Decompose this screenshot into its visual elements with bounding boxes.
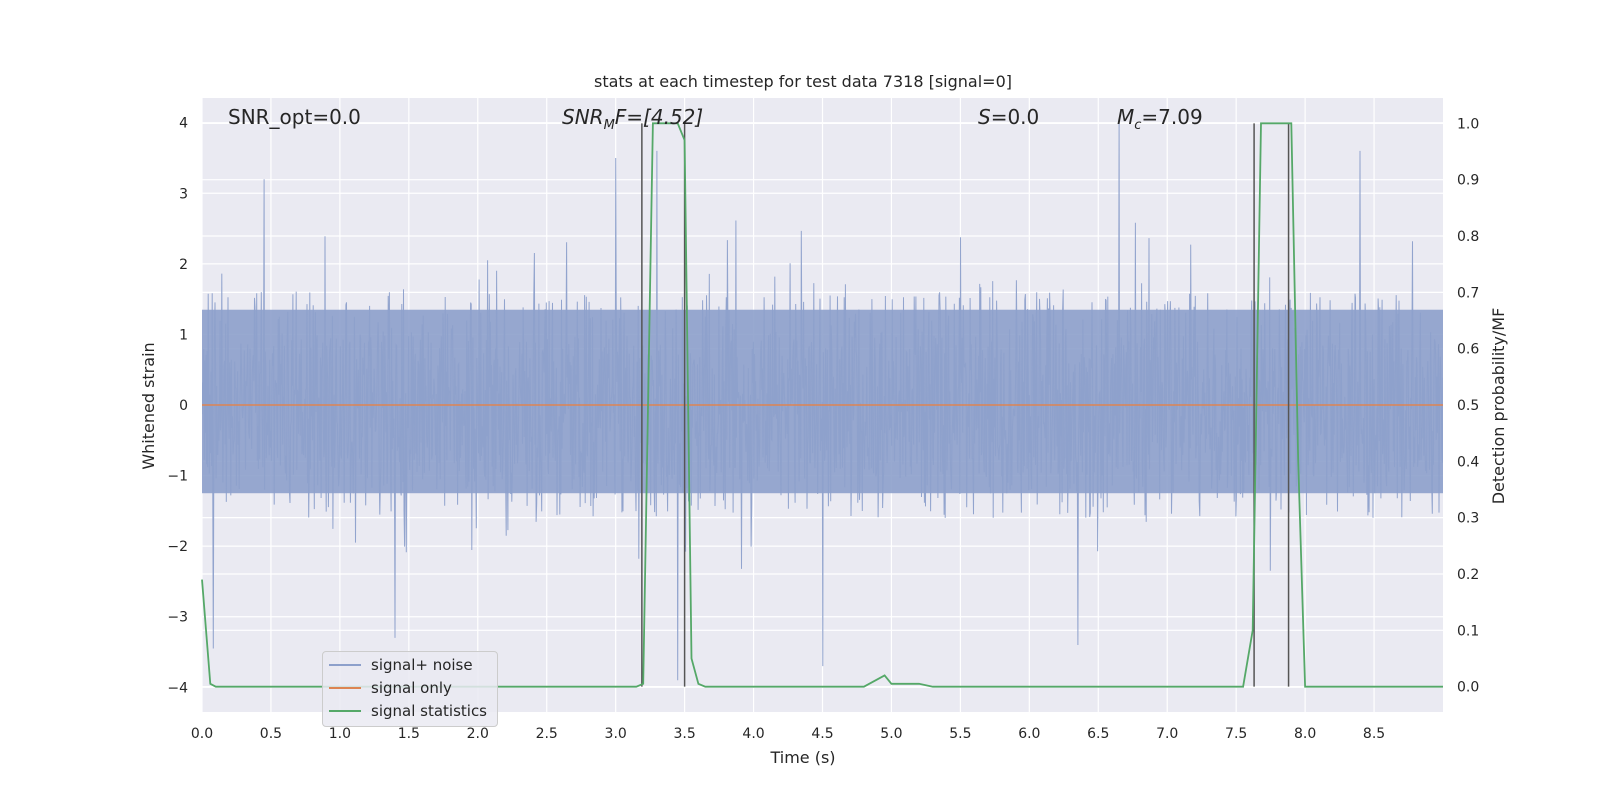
legend-item-signal-noise: signal+ noise [329, 654, 473, 676]
annotation-snr-opt: SNR_opt=0.0 [228, 105, 361, 129]
x-tick-label: 7.5 [1225, 726, 1247, 742]
y-left-tick-label: −1 [167, 469, 188, 485]
y-left-tick-label: 1 [179, 327, 188, 343]
y-right-tick-label: 0.0 [1457, 680, 1479, 696]
x-tick-label: 0.5 [260, 726, 282, 742]
chart-title: stats at each timestep for test data 731… [594, 72, 1012, 91]
y-right-tick-label: 0.1 [1457, 623, 1479, 639]
legend-swatch-signal-noise [329, 664, 361, 666]
y-right-tick-label: 0.5 [1457, 398, 1479, 414]
y-right-tick-label: 0.8 [1457, 229, 1479, 245]
x-tick-label: 2.5 [536, 726, 558, 742]
y-left-tick-label: −4 [167, 680, 188, 696]
x-tick-label: 0.0 [191, 726, 213, 742]
annotation-snr-mf-subscript: M [604, 118, 615, 133]
x-tick-labels: 0.0 0.5 1.0 1.5 2.0 2.5 3.0 3.5 4.0 4.5 5.0 5.5 6.0 6… [191, 726, 1385, 742]
y-right-tick-label: 0.9 [1457, 173, 1479, 189]
legend-swatch-signal-only [329, 687, 361, 689]
vertical-markers [641, 123, 1290, 687]
legend: signal+ noise signal only signal statist… [322, 651, 498, 727]
annotation-mc-subscript: c [1134, 118, 1141, 133]
noise-line [202, 122, 1443, 681]
annotation-snr-mf-value: F=[4.52] [615, 105, 703, 129]
x-tick-label: 4.5 [811, 726, 833, 742]
signal-statistics-line [201, 122, 1443, 688]
annotation-mc-symbol: M [1117, 105, 1134, 129]
y-left-tick-label: 3 [179, 186, 188, 202]
annotation-snr-mf-symbol: SNR [562, 105, 604, 129]
y-left-tick-label: −2 [167, 539, 188, 555]
x-tick-label: 8.5 [1363, 726, 1385, 742]
legend-label-signal-statistics: signal statistics [371, 702, 488, 720]
x-tick-label: 5.5 [949, 726, 971, 742]
series-signal-statistics [201, 122, 1443, 688]
y-right-tick-labels: 1.0 0.9 0.8 0.7 0.6 0.5 0.4 0.3 0.2 0.1 0.0 [1457, 116, 1479, 695]
y-right-tick-label: 0.6 [1457, 342, 1479, 358]
x-tick-label: 3.0 [605, 726, 627, 742]
y-left-axis-label: Whitened strain [139, 342, 158, 469]
annotation-s: S=0.0 [978, 105, 1039, 129]
y-right-tick-label: 0.7 [1457, 285, 1479, 301]
x-tick-label: 1.0 [329, 726, 351, 742]
y-right-tick-label: 0.3 [1457, 511, 1479, 527]
y-right-tick-label: 0.2 [1457, 567, 1479, 583]
legend-item-signal-only: signal only [329, 677, 452, 699]
y-left-tick-label: −3 [167, 610, 188, 626]
y-right-tick-label: 0.4 [1457, 454, 1479, 470]
y-right-tick-label: 1.0 [1457, 116, 1479, 132]
y-left-tick-label: 0 [179, 398, 188, 414]
y-left-tick-label: 2 [179, 257, 188, 273]
x-tick-label: 4.0 [742, 726, 764, 742]
annotation-s-symbol: S [978, 105, 991, 129]
annotation-mc-value: =7.09 [1141, 105, 1202, 129]
x-tick-label: 3.5 [673, 726, 695, 742]
legend-swatch-signal-statistics [329, 710, 361, 712]
legend-label-signal-only: signal only [371, 679, 452, 697]
annotation-mc: Mc=7.09 [1117, 105, 1203, 133]
annotation-snr-mf: SNRMF=[4.52] [562, 105, 703, 133]
y-left-tick-label: 4 [179, 116, 188, 132]
x-axis-label: Time (s) [769, 748, 835, 767]
x-tick-label: 2.0 [467, 726, 489, 742]
x-tick-label: 7.0 [1156, 726, 1178, 742]
y-left-tick-labels: 4 3 2 1 0 −1 −2 −3 −4 [167, 116, 188, 697]
x-tick-label: 1.5 [398, 726, 420, 742]
series-signal-noise [202, 122, 1443, 681]
y-right-axis-label: Detection probability/MF [1489, 308, 1508, 505]
legend-label-signal-noise: signal+ noise [371, 656, 473, 674]
x-tick-label: 6.5 [1087, 726, 1109, 742]
legend-item-signal-statistics: signal statistics [329, 700, 487, 722]
annotation-s-value: =0.0 [991, 105, 1040, 129]
x-tick-label: 8.0 [1294, 726, 1316, 742]
x-tick-label: 5.0 [880, 726, 902, 742]
x-tick-label: 6.0 [1018, 726, 1040, 742]
